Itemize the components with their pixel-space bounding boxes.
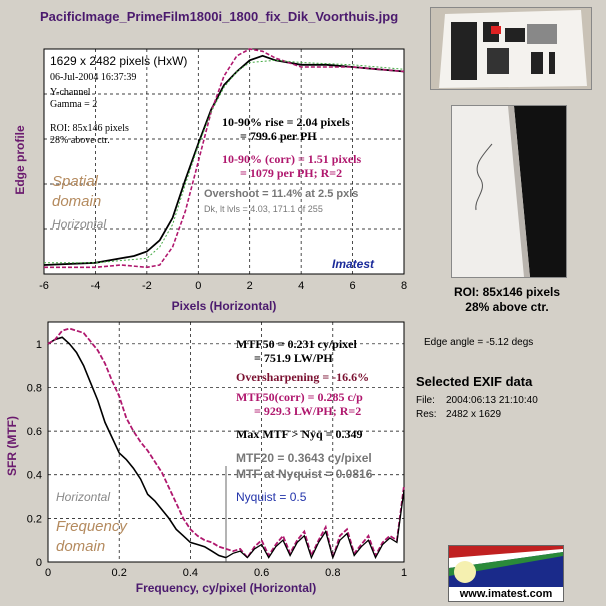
mtf-grid	[48, 322, 404, 562]
rise-ph-label: = 799.6 per PH	[240, 129, 317, 143]
edge-x-tick-label: 4	[298, 280, 304, 292]
edge-profile-line	[43, 54, 405, 266]
exif-file-key: File:	[416, 395, 435, 406]
mtf50-corr-label: MTF50(corr) = 0.285 c/p	[236, 390, 363, 404]
exif-file-value: 2004:06:13 21:10:40	[446, 395, 538, 406]
rise-corr-label: 10-90% (corr) = 1.51 pixels	[222, 152, 361, 166]
mtf-x-tick-label: 0.2	[112, 567, 127, 579]
edge-x-axis-label: Pixels (Horizontal)	[172, 299, 277, 313]
edge-series	[43, 48, 405, 269]
edge-plot-area	[43, 48, 405, 275]
frequency-domain-label-2: domain	[56, 538, 105, 555]
date-label: 06-Jul-2004 16:37:39	[50, 72, 136, 83]
roi-edge-image	[475, 106, 566, 277]
edge-y-axis-label: Edge profile	[13, 125, 27, 195]
edge-x-tick-label: -4	[91, 280, 101, 292]
mtf-above-nyquist-line	[225, 489, 405, 560]
levels-label: Dk, lt lvls = 4.03, 171.1 of 255	[204, 204, 323, 214]
mtf-y-tick-label: 0.2	[27, 513, 42, 525]
mtf-series	[47, 327, 405, 561]
test-chart-image	[439, 10, 587, 88]
overshoot-label: Overshoot = 11.4% at 2.5 pxls	[204, 188, 358, 200]
exif-res-key: Res:	[416, 409, 437, 420]
roi-label: ROI: 85x146 pixels	[50, 123, 129, 134]
edge-profile-green-line	[44, 59, 405, 264]
mtf-ticks: 0 0.2 0.4 0.6 0.8 1 0 0.2 0.4 0.6 0.8 1	[27, 339, 407, 579]
imatest-url[interactable]: www.imatest.com	[449, 587, 563, 601]
mtf20-label: MTF20 = 0.3643 cy/pixel	[236, 451, 372, 465]
edge-x-tick-label: 0	[195, 280, 201, 292]
mtf-x-tick-label: 0.8	[325, 567, 340, 579]
imatest-brand-label: Imatest	[332, 257, 375, 271]
imatest-logo[interactable]: www.imatest.com	[448, 545, 564, 602]
imatest-logo-graphic	[449, 546, 563, 587]
edge-x-tick-label: 8	[401, 280, 407, 292]
oversharpening-label: Oversharpening = -16.6%	[236, 370, 369, 384]
roi-info: ROI: 85x146 pixels 28% above ctr.	[432, 285, 582, 315]
mtf-y-tick-label: 0.6	[27, 426, 42, 438]
image-size-label: 1629 x 2482 pixels (HxW)	[50, 54, 187, 68]
exif-res-row: Res: 2482 x 1629	[416, 409, 501, 420]
edge-profile-chart: -6 -4 -2 0 2 4 6 8 Edge profile Pixels (Horizon…	[13, 48, 407, 313]
mtf-x-tick-label: 0.6	[254, 567, 269, 579]
edge-angle-text: Edge angle = -5.12 degs	[424, 337, 534, 348]
roi-crop-image	[451, 105, 567, 278]
edge-x-ticks: -6 -4 -2 0 2 4 6 8	[39, 280, 407, 292]
spatial-domain-label: Spatial	[52, 173, 99, 190]
roi-size-text: ROI: 85x146 pixels	[453, 285, 561, 299]
mtf-y-tick-label: 0	[36, 557, 42, 569]
rise-label: 10-90% rise = 2.04 pixels	[222, 115, 350, 129]
exif-file-row: File: 2004:06:13 21:10:40	[416, 395, 538, 406]
page-title: PacificImage_PrimeFilm1800i_1800_fix_Dik…	[40, 9, 399, 24]
mtf-x-axis-label: Frequency, cy/pixel (Horizontal)	[136, 581, 316, 595]
mtf50-corr-lw-label: = 929.3 LW/PH; R=2	[254, 404, 361, 418]
channel-label: Y-channel	[50, 87, 91, 98]
rise-corr-ph-label: = 1079 per PH; R=2	[240, 166, 342, 180]
edge-x-tick-label: 2	[247, 280, 253, 292]
spatial-domain-label-2: domain	[52, 193, 101, 210]
mtf-y-tick-label: 1	[36, 339, 42, 351]
exif-res-value: 2482 x 1629	[446, 409, 502, 420]
roi-position-text: 28% above ctr.	[465, 300, 549, 314]
mtf-y-tick-label: 0.4	[27, 470, 42, 482]
mtf-corrected-line	[47, 327, 405, 561]
nyquist-label: Nyquist = 0.5	[236, 490, 307, 504]
gamma-label: Gamma = 2	[50, 99, 97, 110]
mtf-x-tick-label: 0	[45, 567, 51, 579]
edge-grid	[44, 49, 404, 274]
edge-x-tick-label: -2	[142, 280, 152, 292]
roi-pos-label: 28% above ctr.	[50, 135, 110, 146]
edge-direction-label: Horizontal	[52, 217, 106, 231]
mtf-x-tick-label: 1	[401, 567, 407, 579]
edge-x-tick-label: 6	[350, 280, 356, 292]
mtf50-label: MTF50 = 0.231 cy/pixel	[236, 337, 357, 351]
exif-title: Selected EXIF data	[416, 374, 533, 389]
edge-profile-corrected-line	[44, 48, 405, 269]
mtf-y-tick-label: 0.8	[27, 382, 42, 394]
mtf-line	[47, 336, 227, 559]
edge-x-tick-label: -6	[39, 280, 49, 292]
mtf-nyquist-label: MTF at Nyquist = 0.0816	[236, 467, 373, 481]
mtf-chart: 0 0.2 0.4 0.6 0.8 1 0 0.2 0.4 0.6 0.8 1 SFR (MTF) F…	[5, 321, 407, 595]
mtf-y-axis-label: SFR (MTF)	[5, 416, 19, 476]
mtf-x-tick-label: 0.4	[183, 567, 198, 579]
test-chart-thumbnail	[430, 7, 592, 90]
mtf-direction-label: Horizontal	[56, 490, 110, 504]
max-mtf-label: Max MTF > Nyq = 0.349	[236, 427, 363, 441]
frequency-domain-label: Frequency	[56, 518, 128, 535]
mtf50-lw-label: = 751.9 LW/PH	[254, 351, 333, 365]
